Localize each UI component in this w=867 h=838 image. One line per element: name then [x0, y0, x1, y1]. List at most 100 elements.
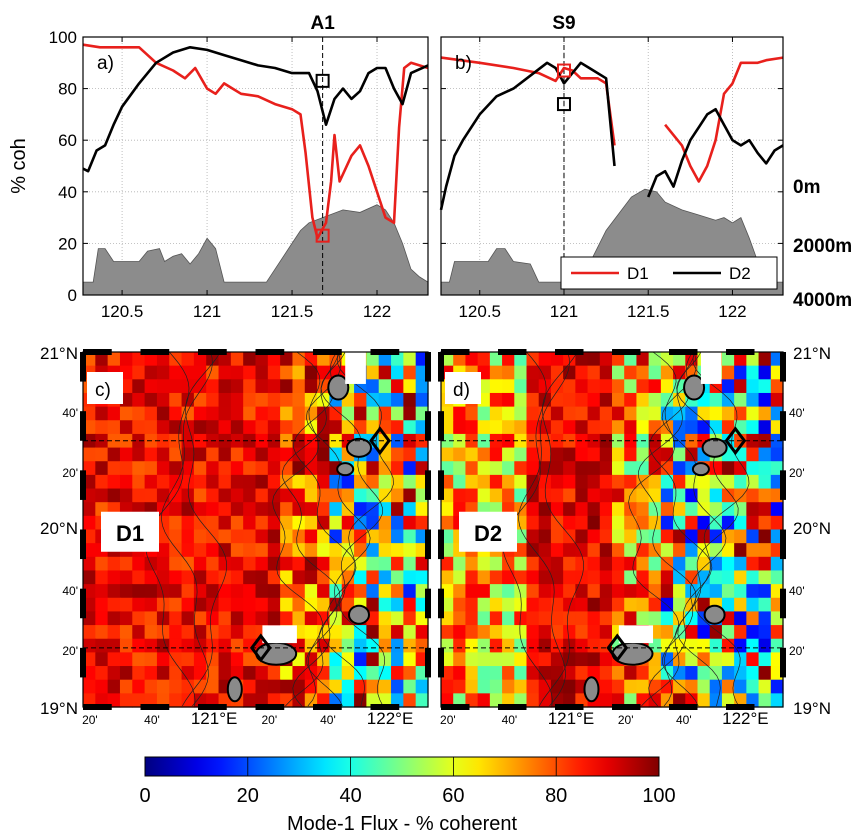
heatmap-cell [624, 502, 638, 517]
heatmap-cell [563, 666, 576, 681]
heatmap-cell [575, 666, 589, 681]
heatmap-cell [697, 570, 711, 585]
heatmap-cell [685, 474, 699, 490]
y-tick-label: 100 [49, 28, 77, 47]
heatmap-cell [354, 625, 367, 640]
heatmap-cell [477, 666, 491, 681]
series-line-d2 [82, 45, 429, 173]
heatmap-cell [292, 666, 306, 681]
heatmap-cell [599, 543, 613, 558]
heatmap-cell [599, 474, 613, 490]
heatmap-cell [587, 447, 601, 462]
heatmap-cell [709, 420, 723, 435]
heatmap-cell [329, 652, 343, 667]
heatmap-cell [181, 365, 195, 380]
heatmap-cell [709, 502, 723, 517]
heatmap-cell [721, 352, 735, 367]
heatmap-cell [587, 529, 601, 544]
colorbar-bar [144, 756, 660, 777]
heatmap-cell [107, 488, 121, 503]
heatmap-cell [206, 502, 220, 517]
panel-title: A1 [310, 13, 335, 34]
heatmap-cell [514, 461, 528, 476]
heatmap-cell [267, 597, 281, 613]
heatmap-cell [758, 379, 772, 394]
heatmap-cell [575, 502, 589, 517]
heatmap-cell [292, 502, 306, 517]
bathymetry-contour [292, 351, 357, 707]
heatmap-cell [514, 474, 528, 490]
heatmap-cell [575, 556, 589, 572]
heatmap-cell [514, 597, 528, 613]
heatmap-cell [156, 406, 170, 421]
heatmap-cell [734, 556, 747, 572]
heatmap-cell [292, 461, 306, 476]
heatmap-cell [526, 502, 540, 517]
island [701, 437, 728, 458]
heatmap-cell [550, 529, 564, 544]
heatmap-cell [193, 352, 207, 367]
heatmap-cell [95, 447, 109, 462]
heatmap-cell [366, 570, 380, 585]
heatmap-cell [218, 543, 232, 558]
heatmap-cell [354, 543, 367, 558]
heatmap-cell [132, 379, 146, 394]
heatmap-cell [354, 474, 367, 490]
heatmap-cell [587, 502, 601, 517]
heatmap-cell [317, 406, 331, 421]
heatmap-cell [648, 447, 662, 462]
heatmap-cell [83, 474, 96, 490]
heatmap-cell [132, 447, 146, 462]
heatmap-cell [575, 406, 589, 421]
heatmap-cell [453, 447, 467, 462]
heatmap-cell [255, 392, 269, 408]
bathymetry-contour [320, 351, 383, 707]
heatmap-cell [329, 502, 343, 517]
heatmap-cell [673, 556, 686, 572]
heatmap-cell [746, 461, 760, 476]
heatmap-cell [673, 392, 686, 408]
heatmap-cell [599, 584, 613, 599]
heatmap-cell [502, 474, 515, 490]
lat-minor-label-left: 20' [62, 466, 78, 480]
frame-segment [438, 411, 444, 441]
heatmap-cell [378, 529, 392, 544]
heatmap-cell [624, 392, 638, 408]
heatmap-cell [489, 652, 503, 667]
heatmap-cell [526, 447, 540, 462]
heatmap-cell [341, 515, 355, 531]
heatmap-cell [514, 529, 528, 544]
heatmap-cell [218, 652, 232, 667]
heatmap-cell [403, 352, 417, 367]
heatmap-cell [673, 488, 686, 503]
island [691, 462, 710, 477]
heatmap-cell [624, 515, 638, 531]
heatmap-cell [193, 488, 207, 503]
heatmap-cell [144, 365, 158, 380]
heatmap-cell [477, 488, 491, 503]
heatmap-cell [721, 474, 735, 490]
heatmap-cell [304, 352, 318, 367]
heatmap-cell [119, 570, 133, 585]
heatmap-cell [391, 597, 404, 613]
heatmap-cell [169, 611, 183, 626]
heatmap-cell [267, 679, 281, 694]
heatmap-cell [599, 392, 613, 408]
heatmap-cell [95, 570, 109, 585]
heatmap-cell [526, 611, 540, 626]
heatmap-cell [193, 447, 207, 462]
heatmap-cell [453, 474, 467, 490]
heatmap-cell [758, 666, 772, 681]
heatmap-cell [648, 611, 662, 626]
lat-tick-label-left: 19°N [40, 699, 78, 718]
heatmap-cell [453, 611, 467, 626]
frame-segment [255, 704, 285, 710]
marker-square-d1 [556, 63, 571, 78]
heatmap-cell [514, 556, 528, 572]
island [226, 676, 243, 703]
heatmap-cell [526, 693, 540, 708]
heatmap-cell [660, 584, 674, 599]
heatmap-cell [648, 488, 662, 503]
heatmap-cell [403, 488, 417, 503]
x-tick-label: 121.5 [627, 302, 670, 321]
